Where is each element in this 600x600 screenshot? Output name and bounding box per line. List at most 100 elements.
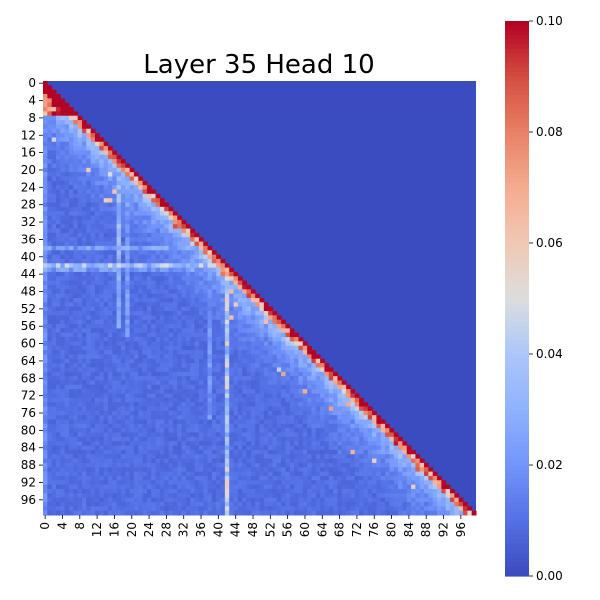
heatmap-cell	[298, 354, 304, 360]
heatmap-cell	[68, 371, 74, 377]
heatmap-cell	[68, 380, 74, 386]
heatmap-cell	[194, 380, 200, 386]
heatmap-cell	[450, 497, 455, 503]
heatmap-cell	[190, 480, 196, 486]
heatmap-cell	[359, 501, 364, 507]
heatmap-cell	[159, 449, 165, 455]
heatmap-cell	[211, 293, 217, 299]
heatmap-cell	[285, 436, 291, 442]
heatmap-cell	[116, 306, 122, 312]
heatmap-cell	[220, 506, 226, 512]
heatmap-cell	[385, 462, 390, 468]
heatmap-cell	[138, 193, 144, 199]
heatmap-cell	[242, 324, 248, 329]
heatmap-cell	[255, 428, 260, 434]
heatmap-cell	[311, 441, 317, 447]
heatmap-cell	[133, 341, 139, 347]
heatmap-cell	[86, 232, 92, 238]
heatmap-cell	[142, 271, 148, 277]
heatmap-cell	[233, 376, 239, 381]
heatmap-cell	[181, 506, 187, 512]
heatmap-cell	[77, 462, 83, 468]
heatmap-cell	[229, 410, 235, 416]
heatmap-cell	[81, 319, 87, 325]
heatmap-cell	[237, 345, 243, 351]
heatmap-cell	[437, 488, 442, 494]
heatmap-cell	[372, 436, 377, 442]
heatmap-cell	[125, 311, 131, 316]
heatmap-cell	[116, 423, 122, 429]
heatmap-cell	[250, 354, 256, 360]
heatmap-cell	[220, 271, 226, 277]
heatmap-cell	[229, 332, 235, 338]
heatmap-cell	[398, 480, 403, 486]
heatmap-cell	[229, 319, 235, 325]
heatmap-cell	[94, 406, 100, 412]
heatmap-cell	[190, 284, 196, 290]
heatmap-cell	[159, 219, 165, 225]
heatmap-cell	[272, 389, 278, 394]
heatmap-cell	[55, 141, 61, 147]
heatmap-cell	[142, 363, 148, 368]
heatmap-cell	[142, 510, 148, 516]
heatmap-cell	[255, 324, 260, 329]
heatmap-cell	[263, 367, 269, 373]
heatmap-cell	[285, 345, 291, 351]
heatmap-cell	[116, 419, 122, 425]
heatmap-cell	[90, 393, 96, 399]
heatmap-cell	[142, 410, 148, 416]
heatmap-cell	[51, 284, 57, 290]
heatmap-cell	[103, 462, 109, 468]
heatmap-cell	[125, 363, 131, 368]
heatmap-cell	[164, 410, 170, 416]
heatmap-cell	[133, 350, 139, 355]
heatmap-cell	[51, 133, 57, 138]
heatmap-cell	[289, 393, 295, 399]
heatmap-cell	[220, 380, 226, 386]
heatmap-cell	[337, 497, 343, 503]
heatmap-cell	[142, 328, 148, 334]
heatmap-cell	[354, 449, 360, 455]
heatmap-cell	[376, 454, 382, 460]
heatmap-cell	[112, 267, 118, 273]
heatmap-cell	[120, 501, 126, 507]
heatmap-cell	[315, 462, 321, 468]
heatmap-cell	[207, 484, 213, 490]
heatmap-cell	[194, 337, 200, 342]
heatmap-cell	[81, 389, 87, 394]
heatmap-cell	[120, 271, 126, 277]
heatmap-cell	[402, 449, 408, 455]
heatmap-cell	[125, 376, 131, 381]
heatmap-cell	[376, 428, 382, 434]
heatmap-cell	[112, 497, 118, 503]
heatmap-cell	[216, 311, 222, 316]
heatmap-cell	[207, 497, 213, 503]
heatmap-cell	[285, 471, 291, 477]
heatmap-cell	[194, 415, 200, 421]
heatmap-cell	[172, 423, 178, 429]
heatmap-cell	[181, 488, 187, 494]
heatmap-cell	[168, 215, 174, 221]
heatmap-cell	[207, 432, 213, 438]
heatmap-cell	[224, 337, 230, 342]
heatmap-cell	[68, 137, 74, 143]
heatmap-cell	[207, 306, 213, 312]
heatmap-cell	[155, 380, 161, 386]
heatmap-cell	[367, 449, 373, 455]
heatmap-cell	[168, 324, 174, 329]
heatmap-cell	[237, 467, 243, 473]
heatmap-cell	[246, 506, 252, 512]
heatmap-cell	[172, 350, 178, 355]
heatmap-cell	[133, 241, 139, 247]
heatmap-cell	[107, 488, 113, 494]
heatmap-cell	[233, 371, 239, 377]
heatmap-cell	[389, 471, 395, 477]
heatmap-cell	[155, 337, 161, 342]
heatmap-cell	[207, 271, 213, 277]
heatmap-cell	[198, 302, 204, 308]
heatmap-cell	[81, 254, 87, 260]
heatmap-cell	[73, 488, 79, 494]
heatmap-cell	[86, 358, 92, 364]
heatmap-cell	[47, 254, 53, 260]
heatmap-cell	[107, 497, 113, 503]
